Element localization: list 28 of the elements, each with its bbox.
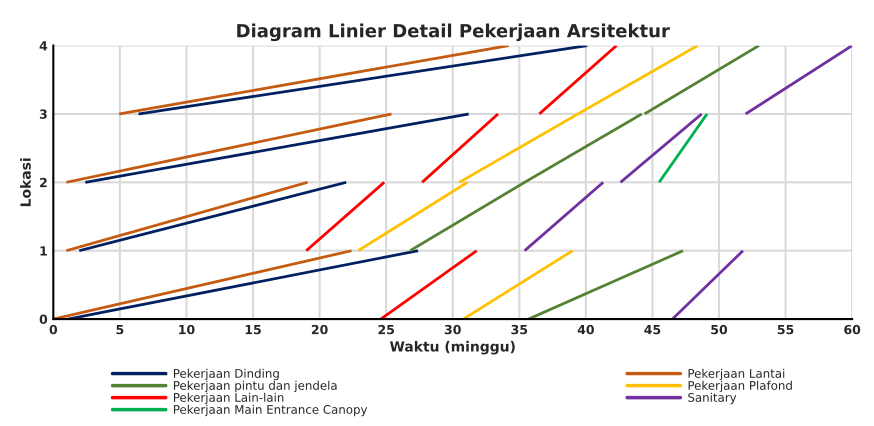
x-tick-label: 0 (50, 324, 58, 334)
legend-label: Pekerjaan Lantai (688, 368, 784, 380)
x-tick-label: 40 (578, 324, 594, 334)
x-tick-label: 25 (378, 324, 394, 334)
x-tick-label: 30 (444, 324, 461, 334)
y-axis-title: Lokasi (20, 158, 31, 206)
x-tick-label: 20 (312, 324, 328, 334)
x-tick-label: 60 (844, 324, 860, 334)
x-axis-title: Waktu (minggu) (390, 340, 515, 354)
legend-label: Pekerjaan pintu dan jendela (174, 380, 337, 392)
legend-label: Sanitary (688, 392, 736, 404)
x-tick-label: 5 (116, 325, 124, 334)
x-tick-label: 10 (179, 324, 195, 334)
legend-label: Pekerjaan Lain-lain (174, 392, 284, 404)
legend-label: Pekerjaan Dinding (174, 368, 279, 380)
y-tick-label: 3 (40, 109, 47, 119)
y-tick-label: 4 (40, 41, 48, 50)
x-tick-label: 55 (778, 325, 794, 334)
chart-title: Diagram Linier Detail Pekerjaan Arsitektur (237, 24, 670, 42)
legend-label: Pekerjaan Plafond (688, 380, 792, 392)
legend-label: Pekerjaan Main Entrance Canopy (174, 404, 368, 416)
y-tick-label: 0 (40, 314, 48, 324)
x-tick-label: 35 (511, 324, 528, 334)
y-tick-label: 1 (40, 246, 47, 256)
x-tick-label: 50 (711, 324, 728, 334)
x-tick-label: 45 (644, 325, 660, 334)
y-tick-label: 2 (40, 178, 47, 188)
x-tick-label: 15 (246, 325, 261, 334)
